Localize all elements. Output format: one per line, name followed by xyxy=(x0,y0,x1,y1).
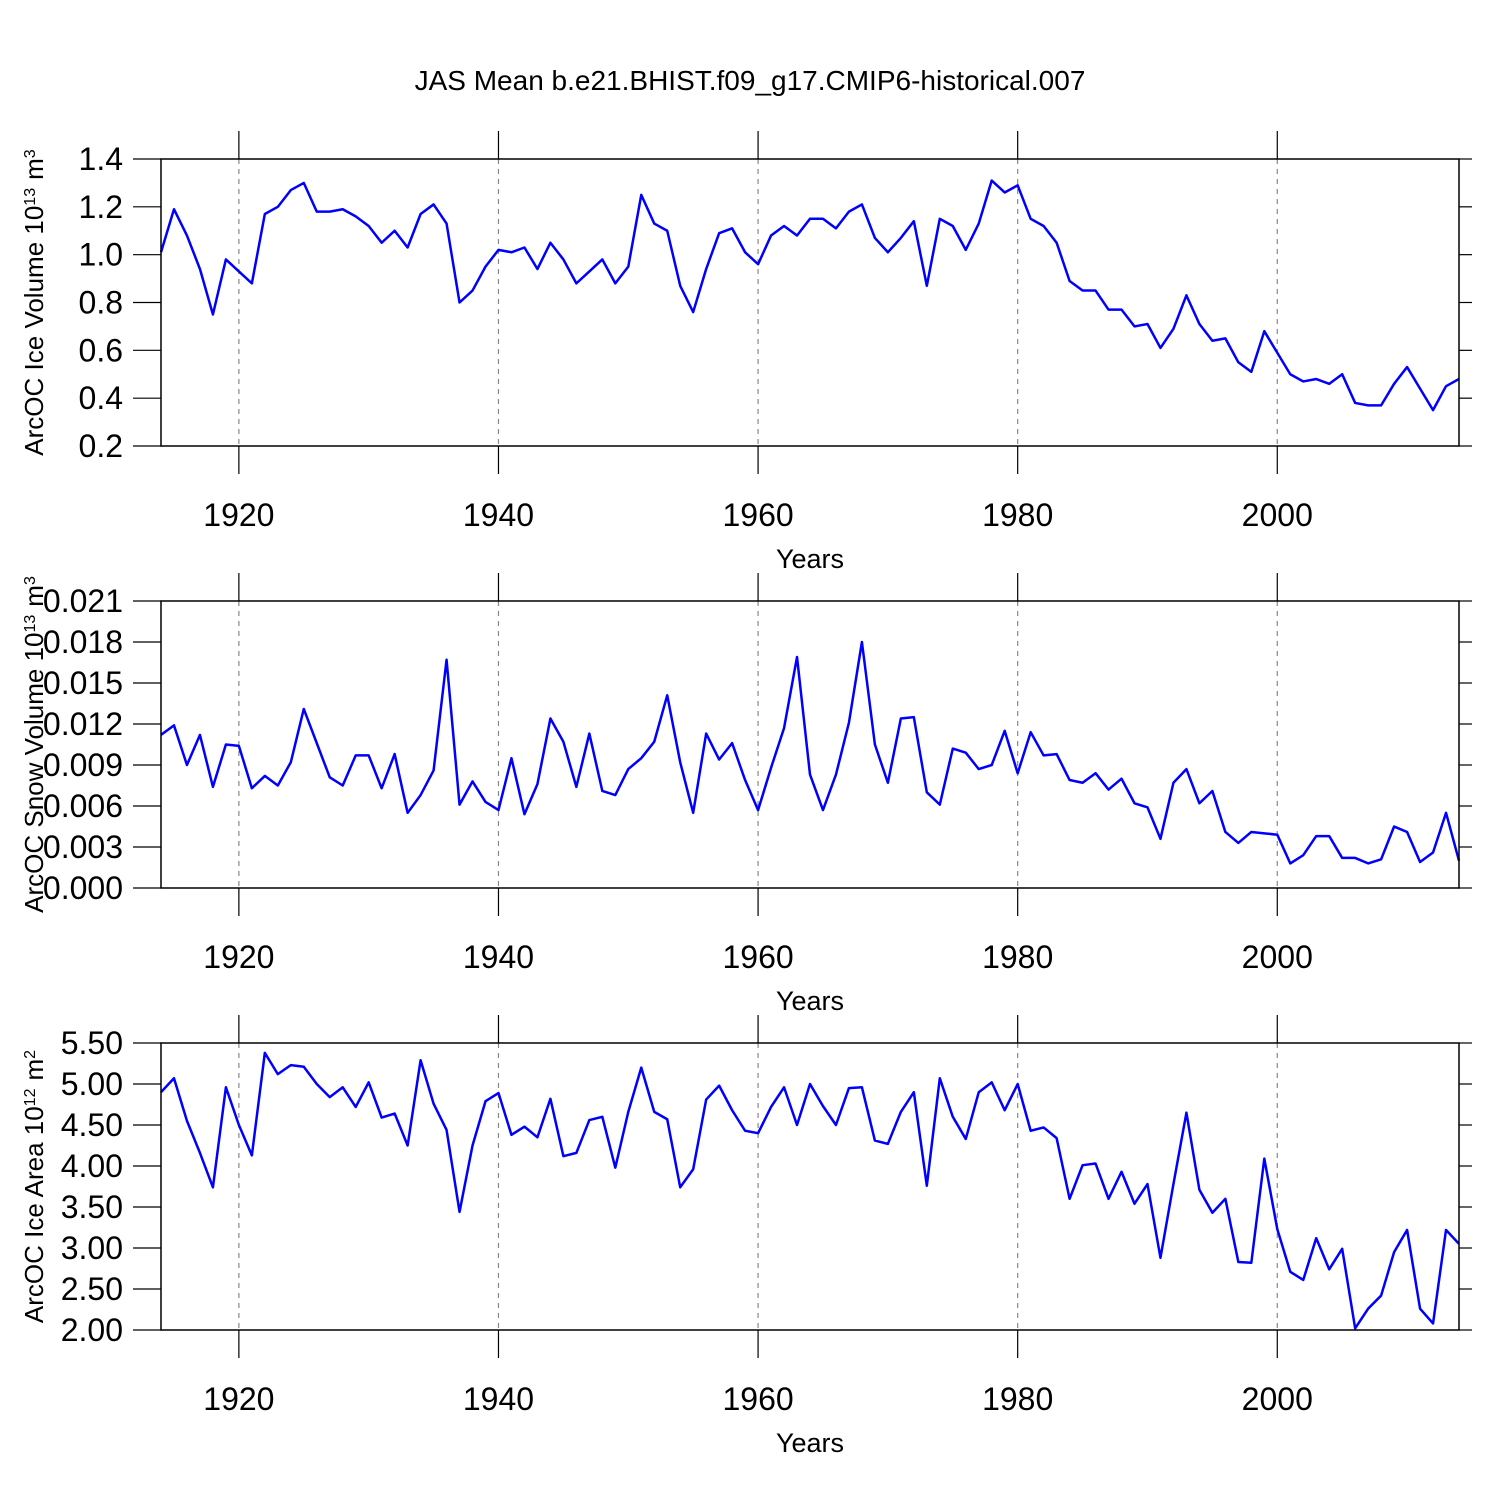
x-axis-label: Years xyxy=(776,986,844,1016)
y-axis-label: ArcOC Snow Volume 1013 m3 xyxy=(19,576,49,913)
y-tick-label: 4.50 xyxy=(61,1107,123,1143)
y-axis-label: ArcOC Ice Volume 1013 m3 xyxy=(19,149,49,455)
y-tick-label: 0.018 xyxy=(43,624,123,660)
y-tick-label: 2.00 xyxy=(61,1312,123,1348)
x-tick-label: 1960 xyxy=(722,939,793,975)
x-axis-label: Years xyxy=(776,544,844,574)
plot-frame xyxy=(160,600,1460,889)
y-tick-label: 1.2 xyxy=(79,189,123,225)
x-tick-label: 1960 xyxy=(722,497,793,533)
y-label-exponent: 12 xyxy=(22,1088,39,1106)
y-tick-label: 4.00 xyxy=(61,1148,123,1184)
y-tick-label: 1.0 xyxy=(79,237,123,273)
x-tick-label: 2000 xyxy=(1242,1381,1313,1417)
y-label-exponent: 13 xyxy=(22,615,39,633)
x-tick-label: 2000 xyxy=(1242,939,1313,975)
y-tick-label: 5.50 xyxy=(61,1025,123,1061)
y-tick-label: 0.003 xyxy=(43,829,123,865)
y-tick-label: 0.006 xyxy=(43,788,123,824)
y-tick-label: 0.009 xyxy=(43,747,123,783)
y-tick-label: 3.00 xyxy=(61,1230,123,1266)
x-axis-label: Years xyxy=(776,1428,844,1458)
y-tick-label: 0.2 xyxy=(79,428,123,464)
x-tick-label: 1920 xyxy=(203,1381,274,1417)
x-tick-label: 1940 xyxy=(463,1381,534,1417)
x-tick-label: 1940 xyxy=(463,497,534,533)
y-tick-label: 2.50 xyxy=(61,1271,123,1307)
y-tick-label: 0.015 xyxy=(43,665,123,701)
plot-frame xyxy=(160,158,1460,447)
y-label-text: m xyxy=(19,158,49,180)
y-tick-label: 0.000 xyxy=(43,870,123,906)
y-label-text: m xyxy=(19,1059,49,1081)
x-tick-label: 1980 xyxy=(982,1381,1053,1417)
y-label-exponent: 3 xyxy=(22,576,39,585)
x-tick-label: 2000 xyxy=(1242,497,1313,533)
data-line xyxy=(160,1051,1460,1330)
x-tick-label: 1980 xyxy=(982,939,1053,975)
x-tick-label: 1920 xyxy=(203,497,274,533)
y-tick-label: 0.8 xyxy=(79,285,123,321)
y-tick-label: 0.6 xyxy=(79,332,123,368)
y-tick-label: 1.4 xyxy=(79,141,123,177)
y-label-text: ArcOC Snow Volume 10 xyxy=(19,633,49,913)
x-tick-label: 1980 xyxy=(982,497,1053,533)
y-label-exponent: 2 xyxy=(22,1050,39,1059)
x-tick-label: 1960 xyxy=(722,1381,793,1417)
y-tick-label: 0.021 xyxy=(43,583,123,619)
y-label-exponent: 13 xyxy=(22,188,39,206)
data-line xyxy=(160,640,1461,865)
y-tick-label: 3.50 xyxy=(61,1189,123,1225)
y-tick-label: 5.00 xyxy=(61,1066,123,1102)
y-axis-label: ArcOC Ice Area 1012 m2 xyxy=(19,1050,49,1323)
x-tick-label: 1920 xyxy=(203,939,274,975)
plot-frame xyxy=(160,1042,1460,1331)
data-line xyxy=(159,179,1460,412)
y-tick-label: 0.012 xyxy=(43,706,123,742)
y-label-text: ArcOC Ice Area 10 xyxy=(19,1106,49,1323)
chart-title: JAS Mean b.e21.BHIST.f09_g17.CMIP6-histo… xyxy=(415,65,1086,96)
x-tick-label: 1940 xyxy=(463,939,534,975)
y-tick-label: 0.4 xyxy=(79,380,123,416)
y-label-text: ArcOC Ice Volume 10 xyxy=(19,206,49,456)
y-label-exponent: 3 xyxy=(22,149,39,158)
y-label-text: m xyxy=(19,585,49,607)
